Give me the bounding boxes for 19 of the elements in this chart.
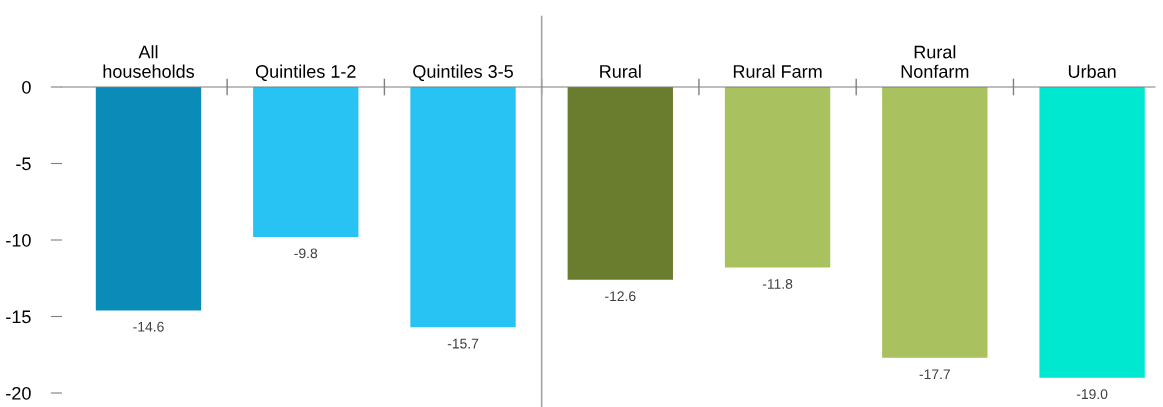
data-label: -9.8 (294, 248, 318, 259)
x-tick-label: Rural (600, 64, 641, 78)
data-label: -14.6 (133, 321, 164, 332)
y-tick-label: -5 (16, 157, 31, 171)
data-label: -15.7 (447, 338, 479, 349)
y-tick-label: -10 (6, 233, 31, 247)
x-tick-label: Rural Farm (733, 64, 822, 78)
x-tick-label: Rural Nonfarm (901, 45, 969, 78)
x-tick-label: Quintiles 3-5 (413, 64, 513, 82)
y-tick-label: -20 (6, 386, 31, 400)
data-label: -19.0 (1076, 389, 1108, 400)
data-label: -17.7 (919, 369, 950, 379)
y-tick-label: -15 (6, 310, 31, 324)
y-tick-label: 0 (22, 80, 31, 94)
x-tick-label: Quintiles 1-2 (255, 64, 356, 82)
data-label: -12.6 (605, 291, 636, 302)
data-label: -11.8 (762, 279, 793, 289)
x-tick-label: Urban (1068, 64, 1116, 78)
x-tick-label: All households (103, 45, 195, 78)
